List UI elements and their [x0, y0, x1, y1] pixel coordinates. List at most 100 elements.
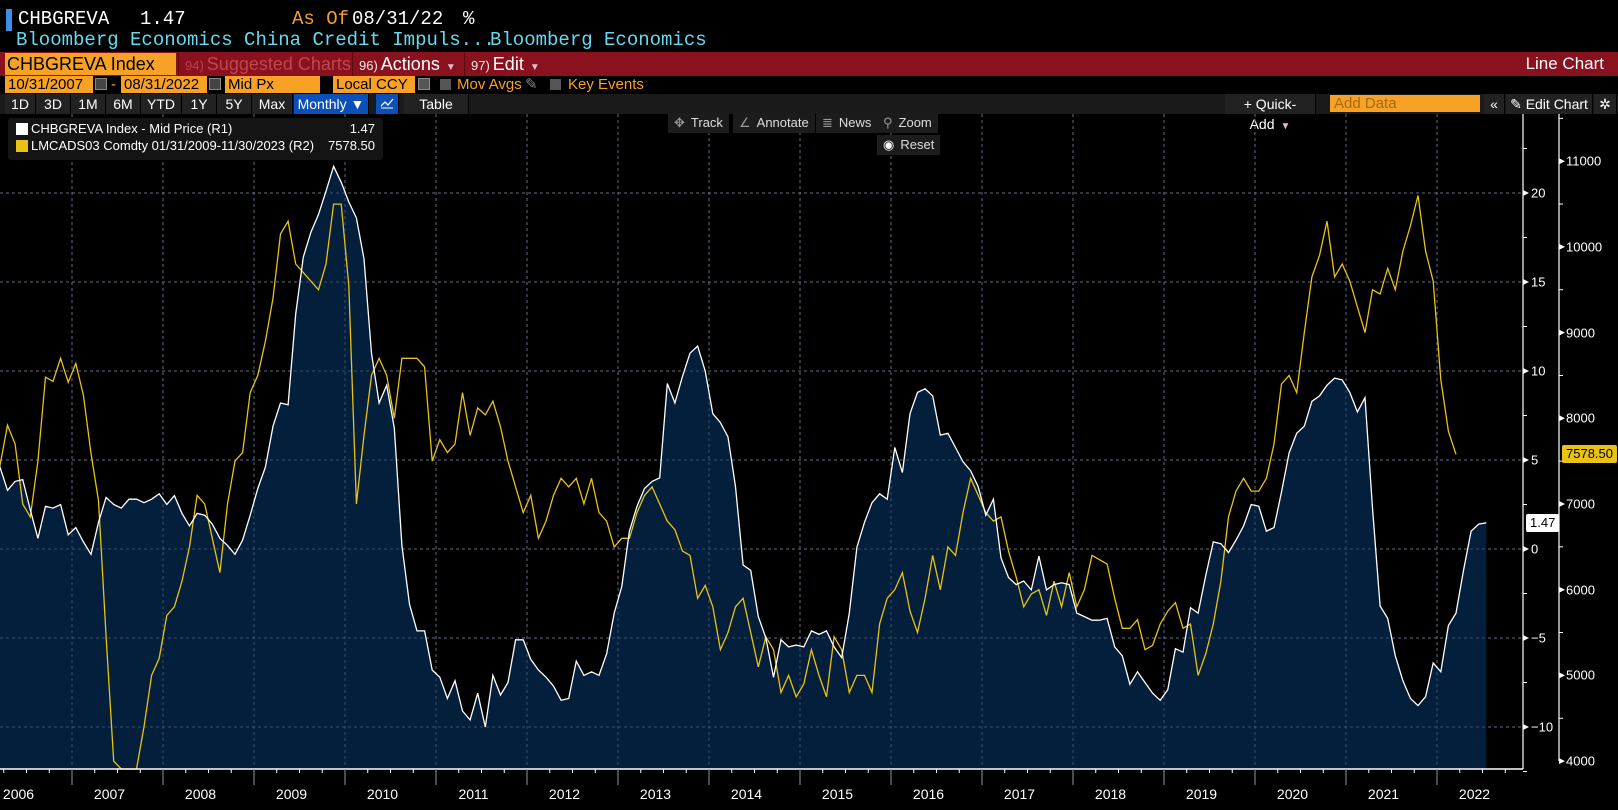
options-row: 10/31/2007 - 08/31/2022 Mid Px Local CCY… — [0, 76, 1618, 94]
r2-tick-label: 6000 — [1566, 582, 1595, 598]
x-tick-label: 2014 — [730, 786, 763, 802]
security-source: Bloomberg Economics — [490, 29, 707, 51]
collapse-button[interactable]: « — [1484, 94, 1505, 114]
edit-menu[interactable]: 97) Edit ▼ — [464, 52, 546, 76]
legend-swatch-series-1 — [16, 123, 28, 135]
calendar-icon[interactable] — [209, 78, 221, 90]
line-chart-glyph — [380, 98, 394, 109]
actions-num: 96) — [359, 58, 378, 73]
ticker: CHBGREVA — [18, 8, 110, 30]
dropdown-arrow-icon[interactable] — [418, 78, 430, 90]
security-description-row: Bloomberg Economics China Credit Impuls.… — [0, 28, 1618, 52]
r2-tick-marker — [1559, 672, 1565, 679]
r2-tick-marker — [1559, 586, 1565, 593]
security-field[interactable]: CHBGREVA Index — [5, 53, 176, 75]
reset-button[interactable]: ◉ Reset — [877, 135, 941, 155]
edit-num: 97) — [471, 58, 490, 73]
as-of-date: 08/31/22 — [352, 8, 444, 30]
range-5y-button[interactable]: 5Y — [217, 94, 252, 114]
chart-type-title: Line Chart — [1525, 54, 1604, 73]
track-button[interactable]: ✥ Track — [668, 113, 729, 133]
series-1-area — [0, 114, 1523, 769]
legend-label-series-2: LMCADS03 Comdty 01/31/2009-11/30/2023 (R… — [31, 138, 315, 153]
suggested-charts-button[interactable]: 94) Suggested Charts — [178, 52, 357, 76]
table-button[interactable]: Table — [404, 94, 469, 114]
news-label: News — [838, 115, 872, 130]
magnifier-icon: ⚲ — [883, 115, 893, 130]
unit: % — [463, 8, 475, 30]
legend-label-series-1: CHBGREVA Index - Mid Price (R1) — [31, 121, 233, 136]
news-button[interactable]: ≣ News — [816, 113, 878, 133]
add-data-input[interactable]: Add Data — [1330, 95, 1480, 112]
currency-select[interactable]: Local CCY — [333, 76, 415, 93]
r2-tick-marker — [1559, 329, 1565, 336]
security-marker — [6, 9, 12, 31]
series-2-last-value-tag: 7578.50 — [1562, 445, 1617, 464]
annotate-icon: ∠ — [739, 115, 751, 130]
crosshair-icon: ✥ — [674, 115, 685, 130]
key-events-label: Key Events — [568, 76, 644, 93]
x-tick-label: 2009 — [275, 786, 308, 802]
range-ytd-button[interactable]: YTD — [141, 94, 182, 114]
gear-icon[interactable]: ✲ — [1594, 94, 1617, 114]
r2-tick-label: 9000 — [1566, 325, 1595, 341]
r1-tick-label: −10 — [1531, 719, 1554, 735]
pencil-icon[interactable]: ✎ — [525, 76, 538, 93]
chart-legend: CHBGREVA Index - Mid Price (R1) 1.47 LMC… — [8, 118, 383, 160]
annotate-button[interactable]: ∠ Annotate — [733, 113, 815, 133]
range-1y-button[interactable]: 1Y — [182, 94, 217, 114]
series-2-polyline — [0, 195, 1457, 770]
r1-tick-label: 5 — [1531, 452, 1539, 468]
x-tick-label: 2015 — [821, 786, 854, 802]
start-date-field[interactable]: 10/31/2007 — [5, 76, 93, 93]
calendar-icon[interactable] — [95, 78, 107, 90]
range-max-button[interactable]: Max — [252, 94, 293, 114]
range-6m-button[interactable]: 6M — [106, 94, 141, 114]
frequency-select[interactable]: Monthly ▼ — [294, 94, 369, 114]
zoom-label: Zoom — [898, 115, 932, 130]
x-tick-label: 2011 — [458, 786, 489, 802]
line-chart-icon[interactable] — [376, 94, 399, 114]
end-date-field[interactable]: 08/31/2022 — [121, 76, 207, 93]
r2-tick-label: 5000 — [1566, 667, 1595, 683]
x-tick-label: 2022 — [1458, 786, 1491, 802]
actions-label: Actions — [380, 54, 440, 74]
x-tick-label: 2017 — [1003, 786, 1036, 802]
x-tick-label: 2018 — [1094, 786, 1127, 802]
r1-tick-label: 15 — [1531, 274, 1546, 290]
series-1-polyline — [0, 164, 1487, 728]
actions-menu[interactable]: 96) Actions ▼ — [352, 52, 462, 76]
x-tick-label: 2010 — [366, 786, 399, 802]
quick-add-button[interactable]: + Quick-Add ▼ — [1225, 94, 1316, 132]
r1-tick-marker — [1523, 724, 1529, 730]
suggested-label: Suggested Charts — [206, 54, 351, 74]
r1-tick-label: −5 — [1531, 630, 1546, 646]
range-1m-button[interactable]: 1M — [71, 94, 106, 114]
key-events-checkbox[interactable] — [550, 79, 561, 90]
r1-tick-marker — [1523, 279, 1529, 285]
mov-avgs-checkbox[interactable] — [440, 79, 451, 90]
axes — [0, 114, 1565, 785]
x-tick-label: 2012 — [548, 786, 581, 802]
edit-chart-label: Edit Chart — [1525, 96, 1588, 112]
x-tick-label: 2008 — [184, 786, 217, 802]
r2-tick-label: 4000 — [1566, 753, 1595, 769]
series-1-last-value-tag: 1.47 — [1526, 513, 1560, 532]
range-3d-button[interactable]: 3D — [36, 94, 71, 114]
security-header: CHBGREVA 1.47 As Of 08/31/22 % — [0, 2, 1618, 34]
r2-tick-label: 10000 — [1566, 239, 1603, 255]
r1-tick-marker — [1523, 368, 1529, 374]
range-1d-button[interactable]: 1D — [5, 94, 36, 114]
date-separator: - — [111, 76, 116, 93]
r1-tick-label: 20 — [1531, 185, 1546, 201]
r1-tick-label: 0 — [1531, 541, 1539, 557]
caret-down-icon: ▼ — [1280, 121, 1291, 132]
zoom-button[interactable]: ⚲ Zoom — [877, 113, 938, 133]
edit-chart-button[interactable]: ✎ Edit Chart — [1506, 94, 1593, 114]
price-field-select[interactable]: Mid Px — [225, 76, 320, 93]
r2-tick-marker — [1559, 501, 1565, 507]
x-tick-label: 2007 — [93, 786, 126, 802]
line-chart[interactable] — [0, 114, 1618, 810]
r1-tick-marker — [1523, 546, 1529, 552]
r2-tick-label: 8000 — [1566, 410, 1595, 426]
